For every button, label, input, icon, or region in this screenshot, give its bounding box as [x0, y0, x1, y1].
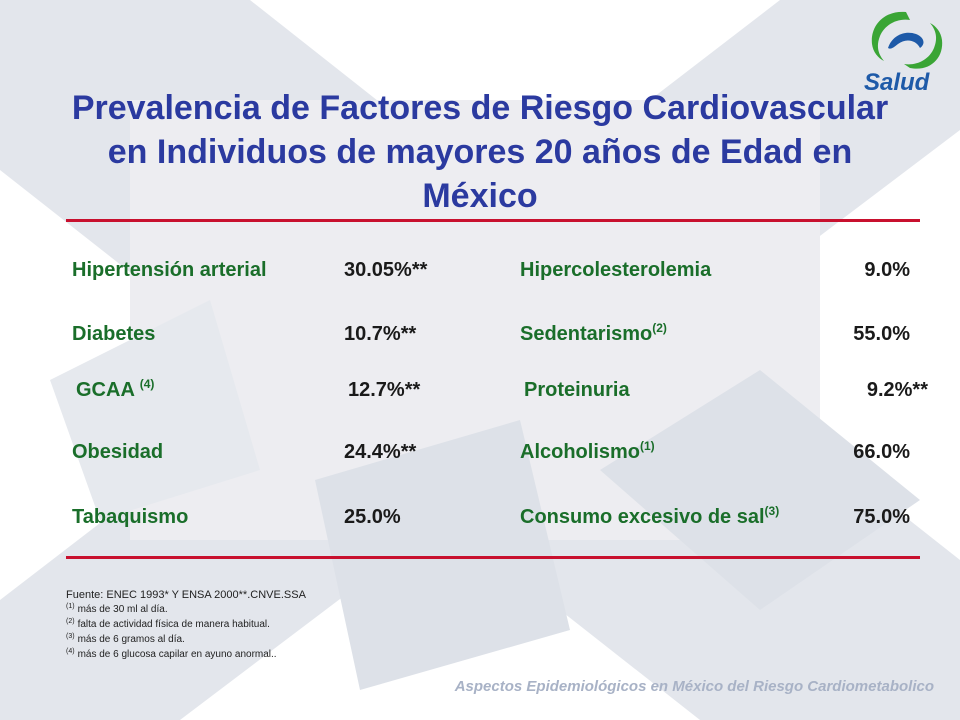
factor-value: 12.7%** [348, 379, 421, 401]
title-line-1: Prevalencia de Factores de Riesgo Cardio… [71, 89, 889, 127]
factor-value: 9.0% [864, 259, 910, 281]
footer-caption: Aspectos Epidemiológicos en México del R… [454, 678, 934, 695]
footnotes: Fuente: ENEC 1993* Y ENSA 2000**.CNVE.SS… [66, 588, 306, 662]
factor-value: 9.2%** [866, 379, 928, 401]
factor-value: 24.4%** [344, 441, 417, 463]
factor-label: Obesidad [72, 441, 164, 463]
factor-label: Alcoholismo(1) [520, 439, 655, 463]
salud-logo: Salud [858, 6, 954, 98]
title-line-2: en Individuos de mayores 20 años de Edad… [107, 133, 853, 171]
factor-value: 30.05%** [344, 259, 428, 281]
factor-value: 75.0% [853, 506, 910, 528]
page-title: Prevalencia de Factores de Riesgo Cardio… [20, 86, 940, 218]
footnote-item: (3) más de 6 gramos al día. [66, 633, 185, 645]
factor-value: 55.0% [853, 323, 910, 345]
factor-value: 25.0% [344, 506, 401, 528]
divider-bottom [66, 556, 920, 559]
factor-value: 10.7%** [344, 323, 417, 345]
factor-label: Hipercolesterolemia [520, 259, 712, 281]
factor-label: Proteinuria [524, 379, 630, 401]
factor-label: Diabetes [72, 323, 156, 345]
source-note: Fuente: ENEC 1993* Y ENSA 2000**.CNVE.SS… [66, 589, 306, 601]
footnote-item: (4) más de 6 glucosa capilar en ayuno ano… [66, 648, 277, 660]
footnote-item: (1) más de 30 ml al día. [66, 603, 168, 615]
factor-label: Sedentarismo(2) [520, 321, 667, 345]
divider-top [66, 219, 920, 222]
factor-label: Tabaquismo [72, 506, 189, 528]
factor-label: Hipertensión arterial [72, 259, 267, 281]
footnote-item: (2) falta de actividad física de manera h… [66, 618, 270, 630]
factor-value: 66.0% [853, 441, 910, 463]
factor-label: GCAA (4) [76, 377, 155, 401]
logo-text: Salud [864, 69, 931, 96]
title-line-3: México [422, 177, 538, 215]
factor-label: Consumo excesivo de sal(3) [520, 504, 780, 528]
